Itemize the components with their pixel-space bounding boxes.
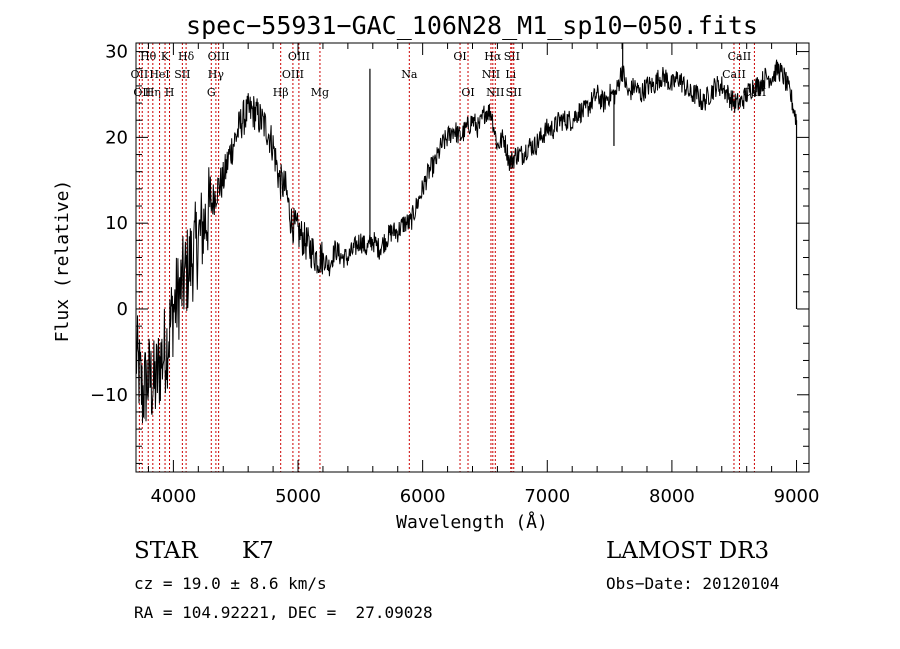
marker-label: Hγ xyxy=(208,68,225,81)
marker-label: OII xyxy=(131,68,149,81)
marker-label: Hη xyxy=(145,86,161,99)
chart-title: spec−55931−GAC_106N28_M1_sp10−050.fits xyxy=(186,11,758,40)
marker-label: NII xyxy=(486,86,504,99)
y-axis: −10 0 10 20 30 xyxy=(90,42,809,464)
marker-label: SII xyxy=(504,50,520,63)
marker-label: Hβ xyxy=(273,86,289,99)
marker-label: OI xyxy=(461,86,474,99)
marker-label: H xyxy=(165,86,175,99)
survey-name: LAMOST DR3 xyxy=(606,538,770,564)
marker-label: OIII xyxy=(208,50,230,63)
spectrum-line xyxy=(135,59,797,424)
marker-label: SII xyxy=(506,86,522,99)
marker-label: CaII xyxy=(722,68,746,81)
line-markers: OIIOIIHθHηHeIKHSIIHδGHγOIIIHβOIIIOIIIMgN… xyxy=(131,43,766,472)
y-tick-label: 30 xyxy=(105,42,128,63)
x-tick-label: 9000 xyxy=(774,486,820,507)
marker-label: Hα xyxy=(484,50,502,63)
x-axis-label: Wavelength (Å) xyxy=(396,511,548,533)
marker-label: OIII xyxy=(282,68,304,81)
coordinates: RA = 104.92221, DEC = 27.09028 xyxy=(134,603,433,622)
y-tick-label: 20 xyxy=(105,127,128,148)
marker-label: OI xyxy=(453,50,466,63)
obs-date: Obs−Date: 20120104 xyxy=(606,574,780,593)
y-tick-label: 0 xyxy=(117,299,128,320)
marker-label: OIII xyxy=(288,50,310,63)
marker-label: HeI xyxy=(149,68,169,81)
x-tick-label: 8000 xyxy=(649,486,695,507)
marker-label: CaII xyxy=(728,50,752,63)
marker-label: SII xyxy=(174,68,190,81)
marker-label: K xyxy=(161,50,170,63)
x-tick-label: 5000 xyxy=(275,486,321,507)
marker-label: OII xyxy=(133,86,151,99)
x-tick-label: 7000 xyxy=(524,486,570,507)
marker-label: Hδ xyxy=(178,50,195,63)
marker-label: Mg xyxy=(311,86,329,99)
marker-label: NII xyxy=(482,68,500,81)
spectrum-series xyxy=(135,43,798,424)
y-axis-label: Flux (relative) xyxy=(52,180,73,343)
y-tick-label: 10 xyxy=(105,213,128,234)
marker-label: G xyxy=(207,86,216,99)
subclass: K7 xyxy=(242,538,274,564)
marker-label: Na xyxy=(401,68,418,81)
plot-frame xyxy=(135,42,810,473)
marker-label: Li xyxy=(505,68,516,81)
y-tick-label: −10 xyxy=(90,385,128,406)
redshift-cz: cz = 19.0 ± 8.6 km/s xyxy=(134,574,327,593)
x-tick-label: 6000 xyxy=(400,486,446,507)
x-tick-label: 4000 xyxy=(150,486,196,507)
x-axis: 4000 5000 6000 7000 8000 9000 xyxy=(147,43,820,507)
object-class: STAR xyxy=(134,538,198,564)
